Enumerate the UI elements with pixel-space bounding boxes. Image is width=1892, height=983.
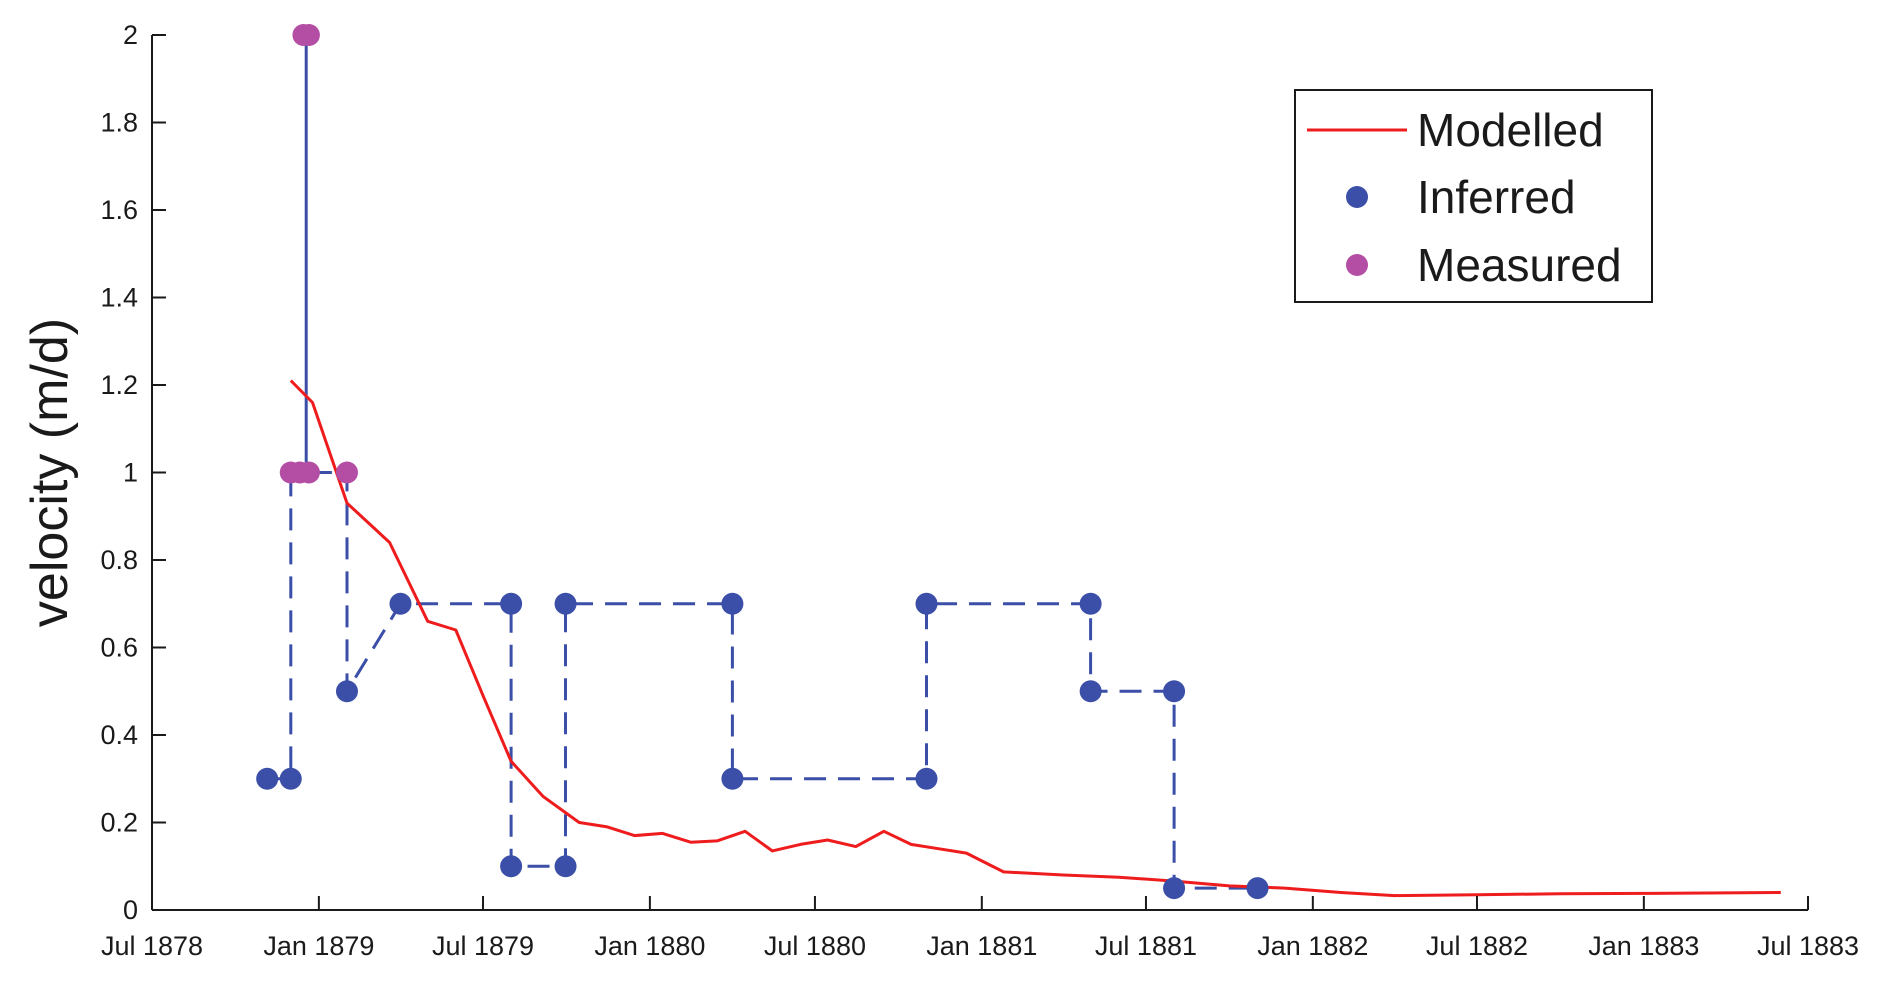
y-tick-label: 1.4 <box>100 283 138 313</box>
inferred-point <box>500 592 523 615</box>
y-tick-label: 0.6 <box>100 633 138 663</box>
legend-measured-swatch <box>1346 254 1368 276</box>
x-axis-ticks: Jul 1878 Jan 1879 Jul 1879 Jan 1880 Jul 1880… <box>101 896 1859 961</box>
inferred-point <box>335 680 358 703</box>
legend-label-inferred: Inferred <box>1417 171 1576 223</box>
x-tick-label: Jan 1883 <box>1588 931 1699 961</box>
y-tick-label: 1.8 <box>100 108 138 138</box>
y-axis-ticks: 0 0.2 0.4 0.6 0.8 1 1.2 1.4 1.6 1.8 2 <box>100 20 166 925</box>
x-tick-label: Jan 1879 <box>263 931 374 961</box>
legend-label-modelled: Modelled <box>1417 104 1604 156</box>
measured-point <box>297 24 320 46</box>
inferred-point <box>721 767 744 790</box>
y-tick-label: 2 <box>123 20 138 50</box>
legend-label-measured: Measured <box>1417 239 1622 291</box>
inferred-point <box>915 592 938 615</box>
inferred-point <box>1163 680 1186 703</box>
inferred-point <box>1163 877 1186 900</box>
x-tick-label: Jul 1878 <box>101 931 203 961</box>
plot-area <box>256 24 1781 900</box>
x-tick-label: Jul 1883 <box>1757 931 1859 961</box>
inferred-point <box>554 592 577 615</box>
measured-point <box>297 461 320 484</box>
modelled-series-line <box>289 379 1781 898</box>
axes: Jul 1878 Jan 1879 Jul 1879 Jan 1880 Jul 1880… <box>100 20 1859 961</box>
inferred-point <box>389 592 412 615</box>
y-tick-label: 0 <box>123 895 138 925</box>
inferred-point <box>279 767 302 790</box>
inferred-point <box>721 592 744 615</box>
y-axis-title: velocity (m/d) <box>21 318 79 627</box>
measured-point <box>335 461 358 484</box>
inferred-point <box>1079 680 1102 703</box>
y-tick-label: 1 <box>123 458 138 488</box>
x-tick-label: Jul 1880 <box>764 931 866 961</box>
inferred-point <box>1079 592 1102 615</box>
x-tick-label: Jul 1879 <box>432 931 534 961</box>
x-tick-label: Jul 1882 <box>1426 931 1528 961</box>
inferred-point <box>1246 877 1269 900</box>
inferred-point <box>500 855 523 878</box>
y-tick-label: 1.2 <box>100 370 138 400</box>
inferred-point <box>256 767 279 790</box>
x-tick-label: Jan 1880 <box>594 931 705 961</box>
x-tick-label: Jul 1881 <box>1095 931 1197 961</box>
x-tick-label: Jan 1881 <box>926 931 1037 961</box>
legend: Modelled Inferred Measured <box>1294 89 1653 303</box>
inferred-series-line <box>267 35 1258 890</box>
y-tick-label: 0.2 <box>100 808 138 838</box>
inferred-point <box>554 855 577 878</box>
y-tick-label: 0.8 <box>100 545 138 575</box>
legend-inferred-swatch <box>1346 186 1368 208</box>
y-tick-label: 1.6 <box>100 195 138 225</box>
x-tick-label: Jan 1882 <box>1257 931 1368 961</box>
inferred-point <box>915 767 938 790</box>
y-tick-label: 0.4 <box>100 720 138 750</box>
